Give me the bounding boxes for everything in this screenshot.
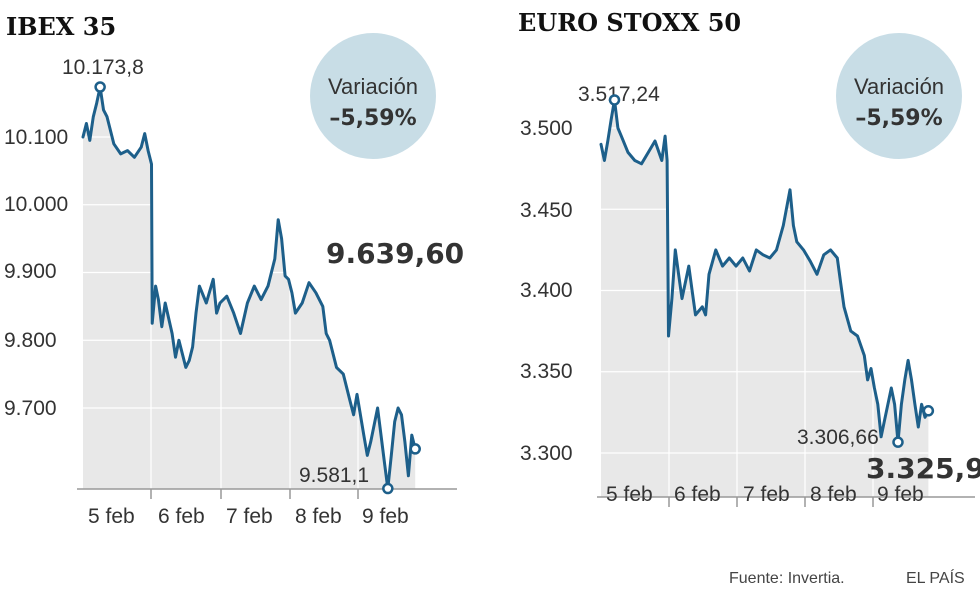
gridlines: [601, 100, 929, 497]
chart-ibex35: IBEX 35 10.100 10.000 9.900 9.800 9.700 …: [4, 12, 464, 528]
min-value-label: 9.581,1: [299, 464, 369, 487]
variation-value: –5,59%: [329, 106, 416, 131]
y-tick-label: 9.700: [4, 397, 57, 420]
variation-label: Variación: [328, 74, 418, 99]
chart-eurostoxx50: EURO STOXX 50 3.500 3.450 3.400 3.350 3.…: [518, 8, 980, 507]
last-value-label: 3.325,99: [866, 452, 980, 485]
x-tick-marks: [668, 497, 874, 507]
max-value-label: 10.173,8: [62, 56, 144, 79]
series-line: [599, 98, 930, 444]
max-point-marker: [608, 94, 621, 106]
plot-area: [601, 100, 929, 497]
x-tick-label: 6 feb: [158, 505, 205, 528]
max-value-label: 3.517,24: [578, 83, 660, 106]
x-tick-label: 8 feb: [810, 483, 857, 506]
variation-value: –5,59%: [855, 106, 942, 131]
x-tick-label: 5 feb: [88, 505, 135, 528]
y-tick-label: 3.450: [520, 199, 573, 222]
y-tick-label: 10.100: [4, 126, 68, 149]
y-tick-label: 9.800: [4, 329, 57, 352]
variation-label: Variación: [854, 74, 944, 99]
series-line-layer: [81, 85, 417, 491]
y-tick-label: 3.300: [520, 442, 573, 465]
y-tick-label: 3.500: [520, 117, 573, 140]
area-fill: [83, 87, 416, 489]
min-point-marker: [382, 482, 394, 495]
chart-title: EURO STOXX 50: [518, 8, 741, 37]
min-point-marker: [892, 436, 904, 448]
x-tick-label: 5 feb: [606, 483, 653, 506]
plot-area: [83, 87, 416, 489]
x-tick-label: 9 feb: [362, 505, 409, 528]
y-tick-label: 10.000: [4, 193, 68, 216]
point-markers: [94, 81, 421, 495]
variation-badge: [310, 33, 436, 159]
x-tick-label: 7 feb: [743, 483, 790, 506]
y-tick-label: 3.400: [520, 279, 573, 302]
y-tick-label: 9.900: [4, 260, 57, 283]
x-tick-label: 8 feb: [295, 505, 342, 528]
max-point-marker: [94, 81, 106, 93]
x-tick-label: 7 feb: [226, 505, 273, 528]
series-line-layer: [599, 98, 930, 444]
last-point-marker: [409, 443, 421, 455]
chart-title: IBEX 35: [6, 12, 116, 41]
point-markers: [608, 94, 935, 448]
y-tick-label: 3.350: [520, 360, 573, 383]
last-point-marker: [922, 405, 935, 417]
source-note: Fuente: Invertia.: [729, 570, 845, 587]
x-tick-label: 9 feb: [877, 483, 924, 506]
series-line: [81, 85, 417, 491]
last-value-label: 9.639,60: [326, 237, 464, 270]
brand-logo: EL PAÍS: [906, 568, 965, 587]
x-tick-label: 6 feb: [674, 483, 721, 506]
variation-badge: [836, 33, 962, 159]
min-value-label: 3.306,66: [797, 426, 879, 449]
area-fill: [601, 100, 929, 497]
x-tick-marks: [150, 489, 359, 499]
